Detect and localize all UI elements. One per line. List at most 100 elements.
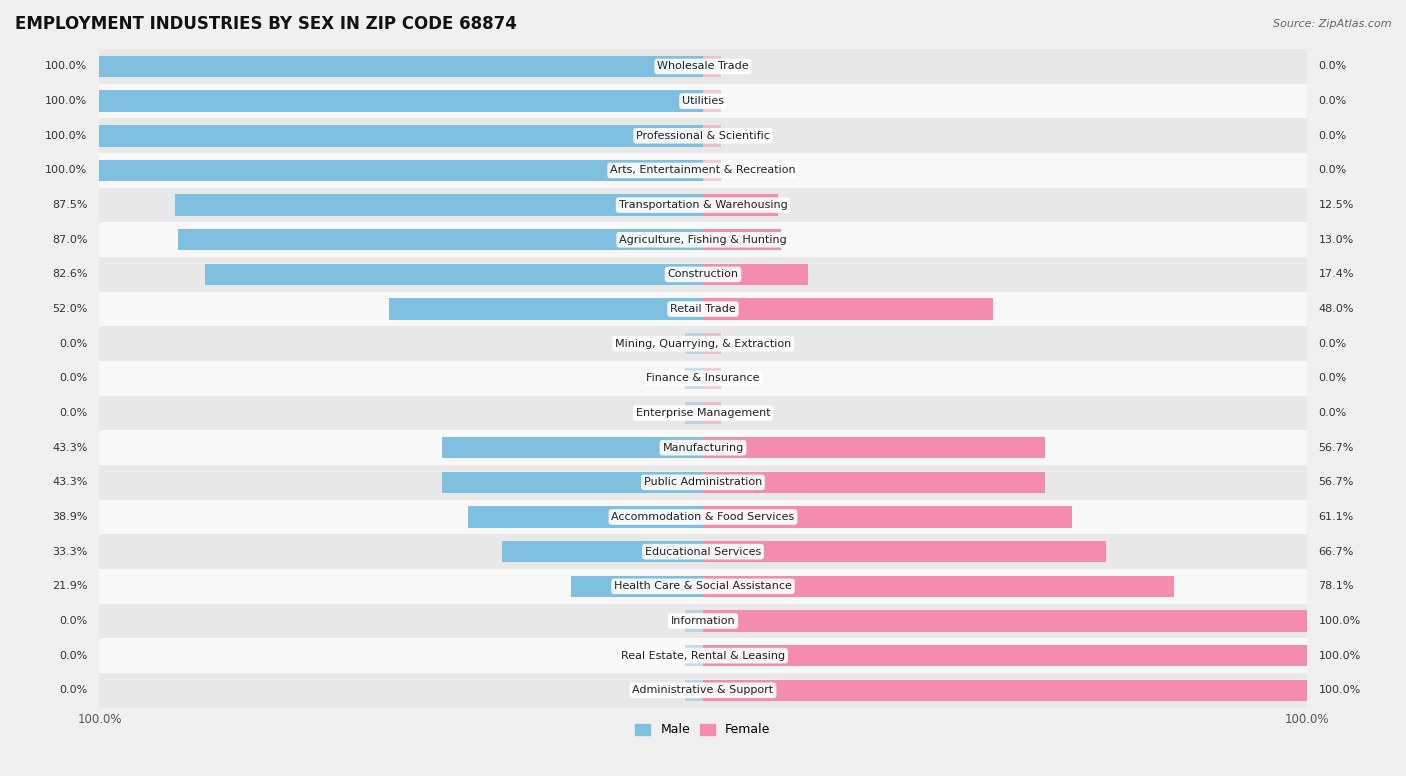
Bar — [100, 431, 1306, 465]
Bar — [100, 160, 703, 181]
Bar — [100, 257, 1306, 292]
Bar — [100, 49, 1306, 84]
Text: Manufacturing: Manufacturing — [662, 442, 744, 452]
Text: 100.0%: 100.0% — [45, 96, 87, 106]
Bar — [100, 604, 1306, 639]
Text: 0.0%: 0.0% — [59, 408, 87, 418]
Text: 12.5%: 12.5% — [1319, 200, 1354, 210]
Text: 0.0%: 0.0% — [1319, 373, 1347, 383]
Text: 100.0%: 100.0% — [1319, 616, 1361, 626]
Text: 0.0%: 0.0% — [1319, 131, 1347, 140]
Bar — [703, 472, 1045, 493]
Text: Construction: Construction — [668, 269, 738, 279]
Bar — [100, 84, 1306, 119]
Text: Agriculture, Fishing & Hunting: Agriculture, Fishing & Hunting — [619, 235, 787, 244]
Text: Information: Information — [671, 616, 735, 626]
Text: 38.9%: 38.9% — [52, 512, 87, 522]
Bar — [204, 264, 703, 285]
Bar — [100, 639, 1306, 673]
Bar — [100, 569, 1306, 604]
Text: 100.0%: 100.0% — [77, 713, 122, 726]
Bar — [100, 292, 1306, 327]
Bar — [100, 396, 1306, 431]
Bar — [100, 153, 1306, 188]
Bar — [100, 125, 703, 147]
Text: Retail Trade: Retail Trade — [671, 304, 735, 314]
Text: 78.1%: 78.1% — [1319, 581, 1354, 591]
Text: Utilities: Utilities — [682, 96, 724, 106]
Bar — [100, 223, 1306, 257]
Bar — [100, 465, 1306, 500]
Text: 0.0%: 0.0% — [1319, 339, 1347, 348]
Text: 82.6%: 82.6% — [52, 269, 87, 279]
Bar — [703, 645, 1306, 667]
Text: 0.0%: 0.0% — [59, 339, 87, 348]
Text: Real Estate, Rental & Leasing: Real Estate, Rental & Leasing — [621, 650, 785, 660]
Text: Health Care & Social Assistance: Health Care & Social Assistance — [614, 581, 792, 591]
Text: 0.0%: 0.0% — [59, 685, 87, 695]
Text: Administrative & Support: Administrative & Support — [633, 685, 773, 695]
Text: 52.0%: 52.0% — [52, 304, 87, 314]
Bar — [703, 368, 721, 389]
Text: 0.0%: 0.0% — [59, 373, 87, 383]
Text: 100.0%: 100.0% — [45, 131, 87, 140]
Text: 0.0%: 0.0% — [1319, 61, 1347, 71]
Text: 33.3%: 33.3% — [52, 546, 87, 556]
Bar — [100, 56, 703, 77]
Text: Public Administration: Public Administration — [644, 477, 762, 487]
Bar — [703, 506, 1071, 528]
Bar — [685, 368, 703, 389]
Bar — [685, 610, 703, 632]
Bar — [685, 333, 703, 355]
Text: 66.7%: 66.7% — [1319, 546, 1354, 556]
Text: 43.3%: 43.3% — [52, 477, 87, 487]
Bar — [100, 90, 703, 112]
Bar — [703, 229, 782, 251]
Bar — [703, 160, 721, 181]
Text: 0.0%: 0.0% — [1319, 408, 1347, 418]
Text: Enterprise Management: Enterprise Management — [636, 408, 770, 418]
Text: 56.7%: 56.7% — [1319, 442, 1354, 452]
Text: 21.9%: 21.9% — [52, 581, 87, 591]
Bar — [100, 500, 1306, 535]
Bar — [502, 541, 703, 563]
Bar — [100, 119, 1306, 153]
Text: 13.0%: 13.0% — [1319, 235, 1354, 244]
Bar — [703, 90, 721, 112]
Bar — [703, 680, 1306, 701]
Text: Finance & Insurance: Finance & Insurance — [647, 373, 759, 383]
Text: 100.0%: 100.0% — [45, 61, 87, 71]
Bar — [100, 188, 1306, 223]
Legend: Male, Female: Male, Female — [630, 719, 776, 741]
Text: 100.0%: 100.0% — [1284, 713, 1329, 726]
Text: Mining, Quarrying, & Extraction: Mining, Quarrying, & Extraction — [614, 339, 792, 348]
Text: 17.4%: 17.4% — [1319, 269, 1354, 279]
Bar — [179, 229, 703, 251]
Text: Transportation & Warehousing: Transportation & Warehousing — [619, 200, 787, 210]
Text: 0.0%: 0.0% — [1319, 96, 1347, 106]
Text: Educational Services: Educational Services — [645, 546, 761, 556]
Bar — [441, 472, 703, 493]
Bar — [703, 610, 1306, 632]
Bar — [703, 298, 993, 320]
Text: 100.0%: 100.0% — [1319, 650, 1361, 660]
Bar — [100, 361, 1306, 396]
Bar — [703, 264, 808, 285]
Text: Professional & Scientific: Professional & Scientific — [636, 131, 770, 140]
Text: Source: ZipAtlas.com: Source: ZipAtlas.com — [1274, 19, 1392, 29]
Text: 0.0%: 0.0% — [59, 616, 87, 626]
Bar — [468, 506, 703, 528]
Text: 48.0%: 48.0% — [1319, 304, 1354, 314]
Bar — [703, 541, 1105, 563]
Bar — [703, 437, 1045, 459]
Bar — [100, 327, 1306, 361]
Bar — [685, 645, 703, 667]
Bar — [174, 194, 703, 216]
Bar — [100, 673, 1306, 708]
Bar — [389, 298, 703, 320]
Text: 56.7%: 56.7% — [1319, 477, 1354, 487]
Bar — [685, 680, 703, 701]
Text: 87.5%: 87.5% — [52, 200, 87, 210]
Text: EMPLOYMENT INDUSTRIES BY SEX IN ZIP CODE 68874: EMPLOYMENT INDUSTRIES BY SEX IN ZIP CODE… — [15, 15, 517, 33]
Text: 100.0%: 100.0% — [45, 165, 87, 175]
